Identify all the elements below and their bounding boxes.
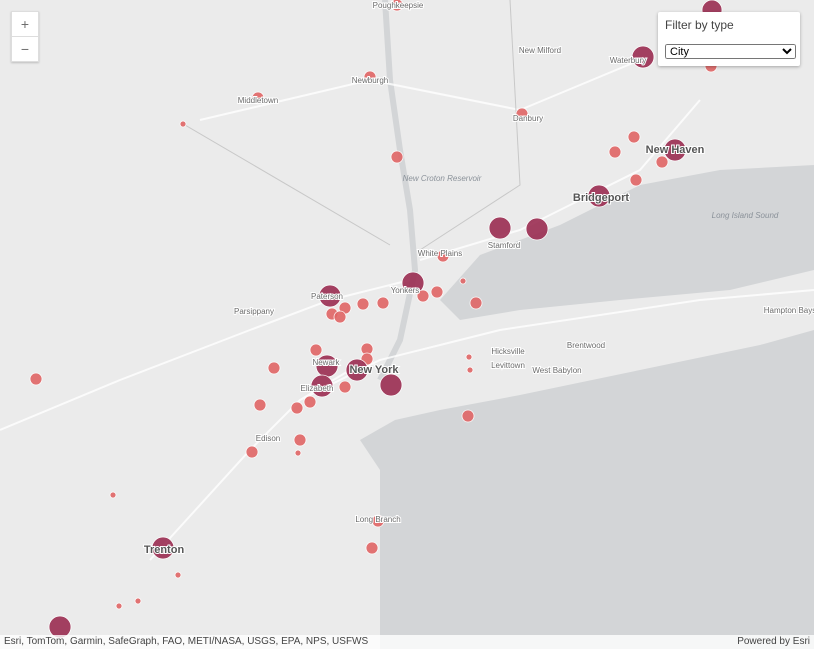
place-label: Newburgh	[352, 76, 388, 85]
city-marker	[151, 536, 175, 560]
place-label: West Babylon	[532, 366, 581, 375]
city-marker	[290, 401, 304, 415]
ocean	[360, 330, 814, 649]
filter-panel: Filter by type City	[658, 12, 800, 66]
place-label: Levittown	[491, 361, 525, 370]
city-marker	[294, 449, 302, 457]
city-marker	[333, 310, 347, 324]
city-marker	[488, 216, 512, 240]
city-marker	[515, 107, 529, 121]
city-marker	[365, 541, 379, 555]
zoom-out[interactable]: −	[12, 36, 38, 61]
city-marker	[465, 353, 473, 361]
city-marker	[469, 296, 483, 310]
city-marker	[376, 296, 390, 310]
city-marker	[436, 249, 450, 263]
city-marker	[379, 373, 403, 397]
place-label: Hampton Bays	[764, 306, 814, 315]
city-marker	[608, 145, 622, 159]
city-marker	[109, 491, 117, 499]
place-label: Middletown	[238, 96, 278, 105]
place-label: New Haven	[646, 144, 705, 156]
place-label: Poughkeepsie	[373, 1, 424, 10]
city-marker	[267, 361, 281, 375]
place-label: Paterson	[311, 292, 343, 301]
type-select[interactable]: City	[665, 44, 796, 59]
place-label: Bridgeport	[573, 192, 630, 204]
city-marker	[338, 380, 352, 394]
city-marker	[245, 445, 259, 459]
place-label: Long Branch	[355, 515, 400, 524]
filter-label: Filter by type	[665, 18, 734, 32]
city-marker	[363, 70, 377, 84]
place-label: Stamford	[488, 241, 520, 250]
city-marker	[310, 374, 334, 398]
hudson-river	[377, 0, 419, 382]
place-label: Long Island Sound	[712, 211, 779, 220]
place-label: Hicksville	[491, 347, 525, 356]
place-label: Yonkers	[391, 286, 420, 295]
city-marker	[401, 271, 425, 295]
city-marker	[466, 366, 474, 374]
place-label: Parsippany	[234, 307, 274, 316]
city-marker	[251, 91, 265, 105]
place-label: Elizabeth	[301, 384, 334, 393]
attribution: Esri, TomTom, Garmin, SafeGraph, FAO, ME…	[4, 636, 369, 647]
place-label: Waterbury	[610, 56, 647, 65]
city-marker	[390, 150, 404, 164]
place-label: Newark	[312, 358, 340, 367]
city-marker	[253, 398, 267, 412]
place-label: Trenton	[144, 544, 185, 556]
city-marker	[134, 597, 142, 605]
city-marker	[629, 173, 643, 187]
city-marker	[461, 409, 475, 423]
place-label: New York	[349, 364, 399, 376]
city-marker	[416, 289, 430, 303]
powered-by[interactable]: Powered by Esri	[737, 636, 810, 647]
zoom-in[interactable]: +	[20, 16, 30, 32]
city-marker	[309, 343, 323, 357]
city-marker	[356, 297, 370, 311]
place-label: Danbury	[513, 114, 543, 123]
roads	[0, 59, 814, 561]
city-marker	[627, 130, 641, 144]
city-marker	[587, 184, 611, 208]
place-label: Brentwood	[567, 341, 605, 350]
city-marker	[663, 138, 687, 162]
city-marker	[430, 285, 444, 299]
city-marker	[174, 571, 182, 579]
city-marker	[390, 0, 404, 12]
city-marker	[318, 284, 342, 308]
city-marker	[29, 372, 43, 386]
place-label: New Milford	[519, 46, 561, 55]
city-marker	[631, 45, 655, 69]
city-marker	[115, 602, 123, 610]
city-marker	[459, 277, 467, 285]
long-island-sound	[440, 165, 814, 320]
city-marker	[303, 395, 317, 409]
city-marker	[371, 514, 385, 528]
city-marker	[525, 217, 549, 241]
attribution-bar: Esri, TomTom, Garmin, SafeGraph, FAO, ME…	[0, 635, 814, 649]
state-line	[184, 0, 521, 251]
city-marker	[179, 120, 187, 128]
city-marker	[293, 433, 307, 447]
place-label: Edison	[256, 434, 280, 443]
zoom-control: + −	[11, 11, 39, 62]
place-label: New Croton Reservoir	[403, 174, 482, 183]
place-label: White Plains	[418, 249, 462, 258]
city-marker	[345, 358, 369, 382]
city-marker	[655, 155, 669, 169]
